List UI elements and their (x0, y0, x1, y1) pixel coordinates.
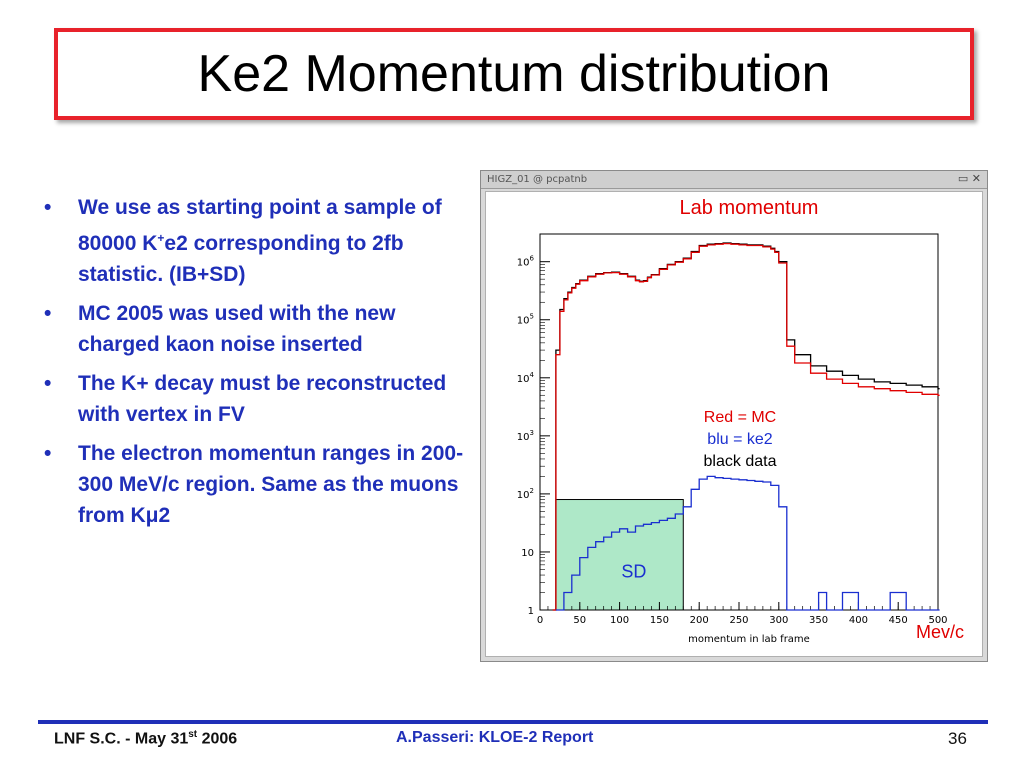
bullet-text-post: e2 corresponding to 2fb statistic. (IB+S… (78, 232, 404, 286)
plot-window: HIGZ_01 @ pcpatnb ▭ ✕ Lab momentum 0 50 100… (480, 170, 988, 662)
plot-canvas: Lab momentum 0 50 100 150 200 250 300 350 400 450 5… (485, 191, 983, 657)
sd-region (555, 499, 684, 611)
footer-left: LNF S.C. - May 31st 2006 (54, 729, 237, 748)
x-tick-label: 450 (889, 615, 908, 626)
sd-label: SD (621, 562, 646, 582)
x-tick-label: 500 (928, 615, 947, 626)
slide-title: Ke2 Momentum distribution (197, 45, 831, 103)
unit-label: Mev/c (916, 622, 964, 642)
page-number: 36 (948, 729, 967, 748)
bullet-item: • The electron momentun ranges in 200-30… (38, 438, 468, 531)
bullet-dot-icon: • (44, 302, 52, 325)
x-tick-label: 250 (729, 615, 748, 626)
bullet-text-pre: The electron momentun ranges in 200-300 … (78, 442, 464, 527)
y-tick-label: 105 (517, 313, 534, 327)
y-tick-label: 1 (528, 606, 534, 617)
x-tick-label: 200 (690, 615, 709, 626)
window-buttons-icon[interactable]: ▭ ✕ (957, 172, 981, 185)
bullet-dot-icon: • (44, 442, 52, 465)
y-tick-label: 106 (517, 255, 535, 269)
y-tick-label: 102 (517, 487, 534, 501)
bullet-text-sup: + (157, 231, 165, 245)
x-tick-label: 300 (769, 615, 788, 626)
x-tick-label: 100 (610, 615, 629, 626)
y-tick-label: 10 (521, 548, 534, 559)
legend-entry: Red = MC (704, 409, 776, 426)
bullet-item: • MC 2005 was used with the new charged … (38, 298, 468, 360)
y-tick-label: 103 (517, 429, 534, 443)
y-tick-label: 104 (517, 371, 535, 385)
series-line (555, 475, 940, 611)
footer-date-sup: st (188, 729, 198, 740)
title-box: Ke2 Momentum distribution (54, 28, 974, 120)
series-line (552, 242, 940, 611)
footer-date-pre: LNF S.C. - May 31 (54, 730, 189, 748)
footer-center: A.Passeri: KLOE-2 Report (396, 729, 594, 746)
bullet-text-pre: The K+ decay must be reconstructed with … (78, 372, 447, 426)
bullet-dot-icon: • (44, 372, 52, 395)
window-title: HIGZ_01 @ pcpatnb (487, 174, 588, 185)
legend-entry: black data (704, 453, 777, 470)
bullet-text-pre: MC 2005 was used with the new charged ka… (78, 302, 396, 356)
bullet-text-post: μ2 (145, 504, 171, 527)
footer-date-post: 2006 (197, 730, 238, 748)
bullet-text-pre: We use as starting point a sample of 800… (78, 196, 442, 255)
bullet-dot-icon: • (44, 196, 52, 219)
x-tick-label: 0 (537, 615, 543, 626)
legend-entry: blu = ke2 (707, 431, 772, 448)
x-tick-label: 400 (849, 615, 868, 626)
bullet-item: • We use as starting point a sample of 8… (38, 192, 468, 290)
footer-divider (38, 720, 988, 724)
x-tick-label: 150 (650, 615, 669, 626)
bullet-list: • We use as starting point a sample of 8… (38, 192, 468, 539)
window-titlebar[interactable]: HIGZ_01 @ pcpatnb ▭ ✕ (481, 171, 987, 189)
momentum-chart: Lab momentum 0 50 100 150 200 250 300 350 400 450 5… (517, 197, 964, 645)
x-axis-label: momentum in lab frame (688, 634, 810, 645)
bullet-item: • The K+ decay must be reconstructed wit… (38, 368, 468, 430)
chart-title: Lab momentum (680, 197, 819, 219)
x-tick-label: 50 (573, 615, 586, 626)
x-tick-label: 350 (809, 615, 828, 626)
